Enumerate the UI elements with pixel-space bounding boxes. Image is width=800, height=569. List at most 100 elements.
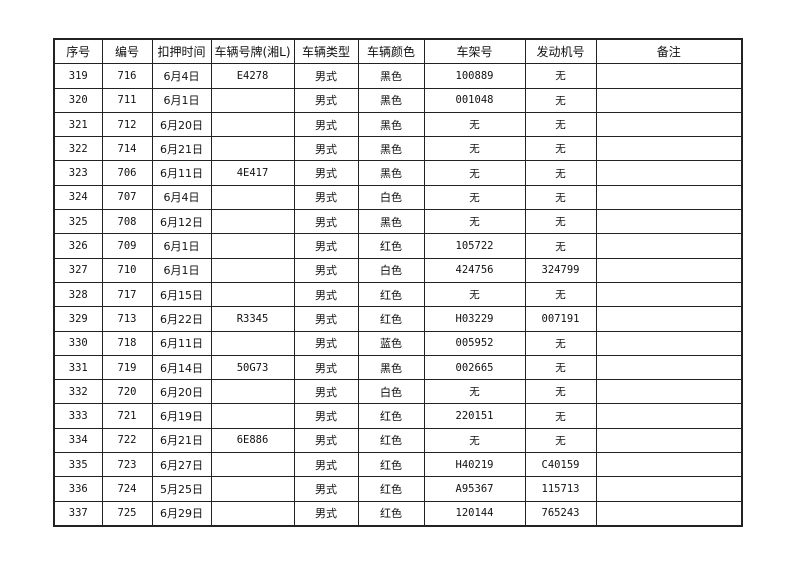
table-row: 333 721 6月19日 男式 红色 220151 无 xyxy=(53,403,743,429)
cell-frame-number: 无 xyxy=(423,184,526,211)
cell-impound-date: 5月25日 xyxy=(151,476,212,502)
cell-vehicle-color: 黑色 xyxy=(357,354,425,381)
cell-code: 725 xyxy=(101,500,153,527)
cell-engine-number: 无 xyxy=(524,233,597,259)
table-row: 322 714 6月21日 男式 黑色无无 xyxy=(53,136,743,162)
cell-plate-number: 50G73 xyxy=(210,354,295,381)
cell-engine-number: 无 xyxy=(524,184,597,211)
cell-code: 714 xyxy=(101,136,153,162)
cell-impound-date: 6月27日 xyxy=(151,452,212,478)
cell-vehicle-type: 男式 xyxy=(293,184,359,211)
cell-engine-number: 无 xyxy=(524,427,597,454)
table-row: 319 716 6月4日 E4278 男式 黑色 100889 无 xyxy=(53,63,743,89)
table-row: 337 725 6月29日 男式 红色 120144 765243 xyxy=(53,500,743,527)
cell-engine-number: 765243 xyxy=(524,500,597,527)
cell-remarks xyxy=(595,257,743,283)
cell-remarks xyxy=(595,160,743,186)
cell-code: 707 xyxy=(101,184,153,211)
cell-vehicle-type: 男式 xyxy=(293,63,359,89)
cell-serial-no: 330 xyxy=(53,330,103,356)
cell-serial-no: 335 xyxy=(53,452,103,478)
table-row: 324 707 6月4日 男式 白色无无 xyxy=(53,184,743,211)
cell-code: 716 xyxy=(101,63,153,89)
cell-impound-date: 6月15日 xyxy=(151,281,212,308)
cell-plate-number xyxy=(210,452,295,478)
impounded-vehicle-table: 序号 编号 扣押时间 车辆号牌(湘L) 车辆类型 车辆颜色 车架号 发动机号 备注 319 716… xyxy=(53,38,743,527)
cell-vehicle-type: 男式 xyxy=(293,233,359,259)
cell-plate-number: 6E886 xyxy=(210,427,295,454)
cell-serial-no: 325 xyxy=(53,209,103,235)
cell-impound-date: 6月20日 xyxy=(151,379,212,405)
cell-engine-number: 无 xyxy=(524,330,597,356)
cell-vehicle-color: 黑色 xyxy=(357,87,425,113)
cell-vehicle-type: 男式 xyxy=(293,330,359,356)
cell-frame-number: H40219 xyxy=(423,452,526,478)
cell-code: 722 xyxy=(101,427,153,454)
cell-code: 719 xyxy=(101,354,153,381)
cell-impound-date: 6月1日 xyxy=(151,233,212,259)
cell-impound-date: 6月22日 xyxy=(151,306,212,332)
cell-remarks xyxy=(595,452,743,478)
column-header-serial-no: 序号 xyxy=(53,38,103,65)
cell-remarks xyxy=(595,87,743,113)
cell-serial-no: 321 xyxy=(53,111,103,138)
cell-plate-number xyxy=(210,184,295,211)
cell-vehicle-color: 红色 xyxy=(357,476,425,502)
table-row: 332 720 6月20日 男式 白色无无 xyxy=(53,379,743,405)
column-header-remarks: 备注 xyxy=(595,38,743,65)
cell-remarks xyxy=(595,209,743,235)
cell-code: 717 xyxy=(101,281,153,308)
cell-vehicle-color: 红色 xyxy=(357,233,425,259)
cell-plate-number xyxy=(210,257,295,283)
cell-impound-date: 6月29日 xyxy=(151,500,212,527)
table-row: 334 722 6月21日 6E886 男式 红色无无 xyxy=(53,427,743,454)
cell-impound-date: 6月14日 xyxy=(151,354,212,381)
cell-code: 706 xyxy=(101,160,153,186)
cell-vehicle-color: 红色 xyxy=(357,306,425,332)
cell-serial-no: 323 xyxy=(53,160,103,186)
cell-code: 710 xyxy=(101,257,153,283)
cell-plate-number: 4E417 xyxy=(210,160,295,186)
cell-impound-date: 6月4日 xyxy=(151,63,212,89)
cell-vehicle-color: 红色 xyxy=(357,281,425,308)
cell-code: 708 xyxy=(101,209,153,235)
cell-frame-number: H03229 xyxy=(423,306,526,332)
cell-plate-number: E4278 xyxy=(210,63,295,89)
cell-engine-number: 无 xyxy=(524,209,597,235)
cell-remarks xyxy=(595,136,743,162)
cell-serial-no: 319 xyxy=(53,63,103,89)
cell-frame-number: 220151 xyxy=(423,403,526,429)
column-header-vehicle-color: 车辆颜色 xyxy=(357,38,425,65)
cell-remarks xyxy=(595,330,743,356)
cell-engine-number: 无 xyxy=(524,111,597,138)
table-row: 320 711 6月1日 男式 黑色 001048 无 xyxy=(53,87,743,113)
table-row: 331 719 6月14日 50G73 男式 黑色 002665 无 xyxy=(53,354,743,381)
cell-code: 720 xyxy=(101,379,153,405)
table-row: 321 712 6月20日 男式 黑色无无 xyxy=(53,111,743,138)
cell-engine-number: 无 xyxy=(524,354,597,381)
cell-remarks xyxy=(595,281,743,308)
cell-code: 709 xyxy=(101,233,153,259)
cell-vehicle-type: 男式 xyxy=(293,427,359,454)
cell-impound-date: 6月4日 xyxy=(151,184,212,211)
cell-serial-no: 337 xyxy=(53,500,103,527)
cell-code: 723 xyxy=(101,452,153,478)
cell-engine-number: 115713 xyxy=(524,476,597,502)
cell-vehicle-color: 蓝色 xyxy=(357,330,425,356)
cell-impound-date: 6月12日 xyxy=(151,209,212,235)
table-row: 329 713 6月22日 R3345 男式 红色 H03229 007191 xyxy=(53,306,743,332)
cell-engine-number: 无 xyxy=(524,403,597,429)
table-row: 328 717 6月15日 男式 红色无无 xyxy=(53,281,743,308)
cell-code: 718 xyxy=(101,330,153,356)
cell-vehicle-type: 男式 xyxy=(293,500,359,527)
table-row: 325 708 6月12日 男式 黑色无无 xyxy=(53,209,743,235)
cell-engine-number: 无 xyxy=(524,160,597,186)
cell-remarks xyxy=(595,184,743,211)
cell-code: 724 xyxy=(101,476,153,502)
cell-remarks xyxy=(595,233,743,259)
cell-engine-number: 无 xyxy=(524,63,597,89)
cell-vehicle-type: 男式 xyxy=(293,452,359,478)
cell-serial-no: 336 xyxy=(53,476,103,502)
cell-plate-number xyxy=(210,281,295,308)
cell-serial-no: 334 xyxy=(53,427,103,454)
